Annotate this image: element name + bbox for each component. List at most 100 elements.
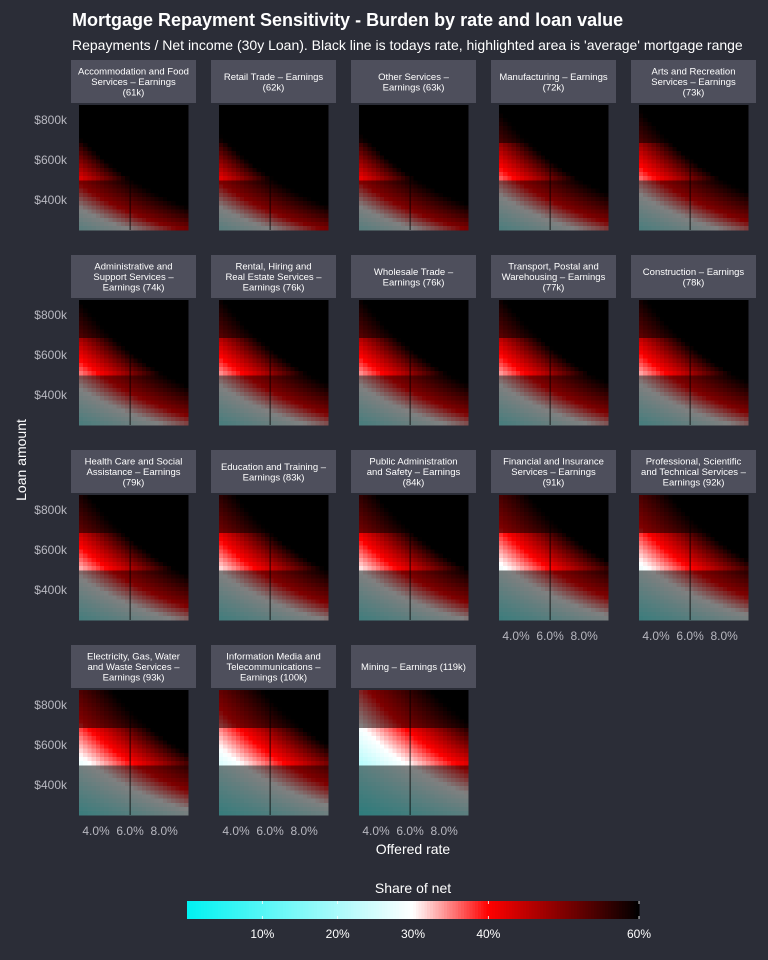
heat-cell [643,196,648,202]
heat-cell [91,370,97,376]
heat-cell [91,167,97,173]
heat-cell [409,205,414,210]
heat-cell [647,213,652,218]
heat-cell [430,146,435,152]
heat-cell [252,221,258,227]
heat-cell [231,308,237,313]
heat-cell [129,225,134,231]
heat-cell [231,325,237,330]
heat-cell [405,138,410,143]
heat-cell [532,142,538,148]
heat-cell [260,146,266,152]
heat-cell [83,416,88,422]
heat-cell [438,159,444,164]
heat-cell [167,350,172,355]
heat-cell [129,308,134,313]
heat-cell [323,159,329,164]
heat-cell [413,113,419,118]
heat-cell [743,192,749,198]
heat-cell [639,109,644,114]
heat-cell [231,225,237,231]
heat-cell [227,167,232,173]
heat-cell [400,159,406,164]
heat-cell [277,188,283,193]
heat-cell [566,134,571,139]
heat-cell [455,142,461,148]
heat-cell [273,163,279,168]
heat-cell [116,379,122,384]
heat-cell [298,117,304,123]
heat-cell [223,400,228,405]
heat-cell [116,175,122,181]
heat-cell [532,209,538,214]
heat-cell [455,159,461,164]
heat-cell [599,105,605,110]
heat-cell [426,130,431,135]
heat-cell [162,142,168,148]
heat-cell [463,180,469,185]
heat-cell [277,180,283,185]
heat-cell [451,109,456,114]
heat-cell [459,225,465,231]
heat-cell [108,325,113,330]
heat-cell [120,337,126,343]
heat-cell [171,200,176,206]
heat-cell [137,113,143,118]
heat-cell [668,225,673,231]
heat-cell [219,205,224,210]
heat-cell [524,196,529,202]
heat-cell [582,192,588,198]
heat-cell [112,196,118,202]
heat-cell [227,358,232,363]
heat-cell [223,150,228,156]
heat-cell [507,109,512,114]
heat-cell [532,121,538,127]
heat-cell [302,117,308,123]
heat-cell [248,404,253,409]
heat-cell [578,188,584,193]
heat-cell [438,196,444,202]
y-tick-label: $600k [34,153,68,167]
heat-cell [227,400,232,405]
heat-cell [146,184,151,189]
heat-cell [455,225,461,231]
heat-cell [244,308,249,313]
heat-cell [91,150,97,156]
heat-cell [83,209,88,214]
heat-cell [536,105,542,110]
heat-cell [252,113,258,118]
heat-cell [595,221,601,227]
heat-cell [281,205,287,210]
heat-cell [112,420,118,426]
heat-cell [371,130,377,135]
heat-cell [515,225,521,231]
heat-cell [676,213,682,218]
heat-cell [400,221,406,227]
heat-cell [83,383,88,388]
heat-cell [223,155,228,160]
heat-cell [463,105,469,110]
heat-cell [146,320,151,326]
heat-cell [655,121,661,127]
heat-cell [104,366,109,372]
heat-cell [379,221,385,227]
heat-cell [566,105,571,110]
heat-cell [676,171,682,177]
heat-cell [438,184,444,189]
heat-cell [426,159,431,164]
heat-cell [388,217,393,223]
heat-cell [231,146,237,152]
heat-cell [545,130,550,135]
heat-cell [735,196,741,202]
heat-cell [392,146,398,152]
heat-cell [557,175,563,181]
heat-cell [162,316,168,322]
heat-cell [499,171,504,177]
heat-cell [171,150,176,156]
heat-cell [239,391,245,397]
heat-cell [95,308,101,313]
heat-cell [91,416,97,422]
heat-cell [384,217,389,223]
heat-cell [545,125,550,131]
heat-cell [430,196,435,202]
